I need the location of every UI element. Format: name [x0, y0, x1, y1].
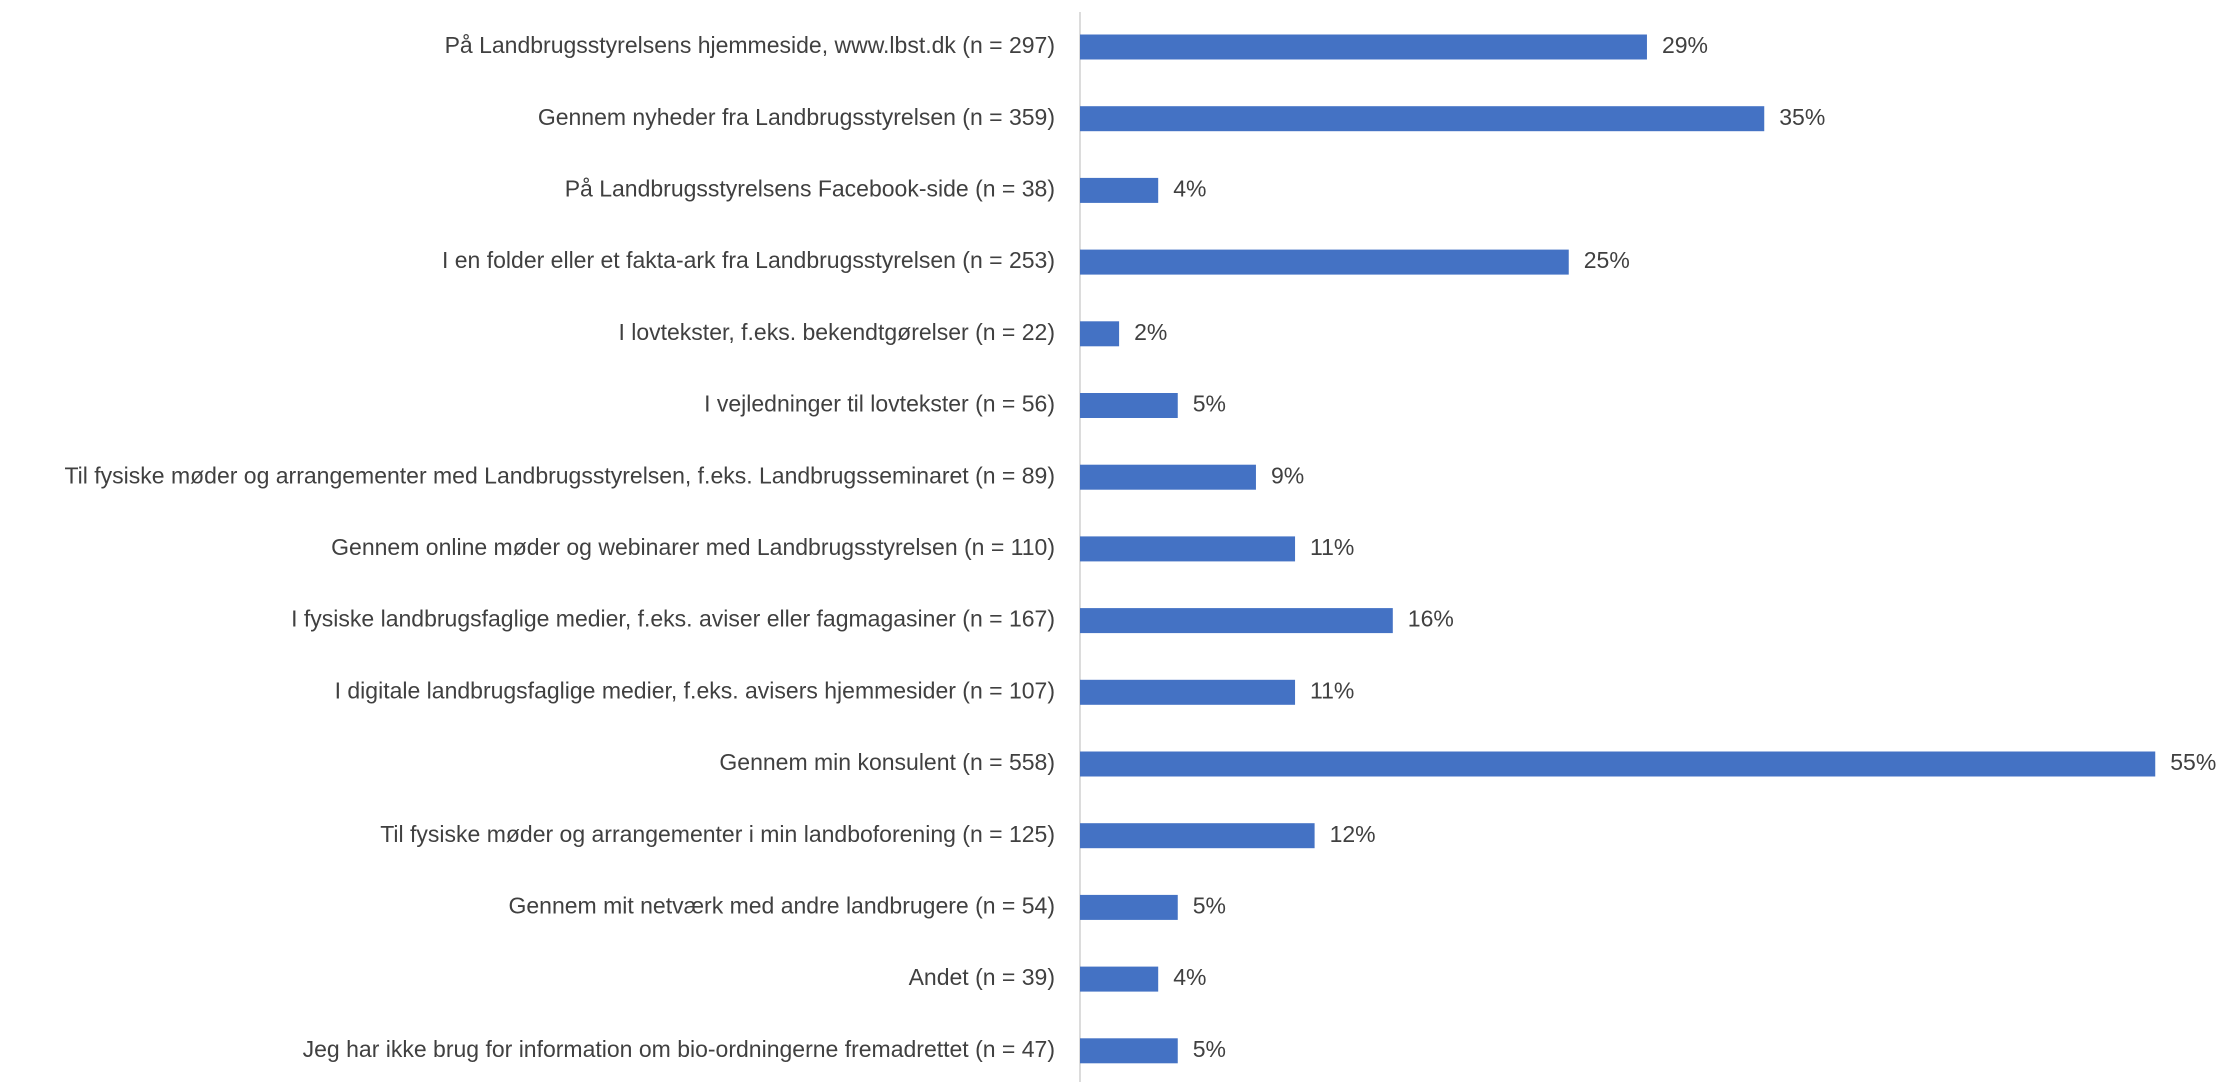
- bar: [1080, 464, 1256, 490]
- data-label: 5%: [1193, 892, 1226, 918]
- y-tick-label: På Landbrugsstyrelsens hjemmeside, www.l…: [445, 32, 1055, 58]
- data-label: 12%: [1330, 821, 1376, 847]
- y-tick-label: Til fysiske møder og arrangementer i min…: [380, 821, 1055, 847]
- bar: [1080, 106, 1765, 132]
- bar: [1080, 536, 1296, 562]
- data-label: 35%: [1779, 104, 1825, 130]
- y-tick-label: Gennem mit netværk med andre landbrugere…: [508, 892, 1055, 918]
- bar: [1080, 34, 1647, 60]
- data-label: 9%: [1271, 462, 1304, 488]
- bar: [1080, 608, 1393, 634]
- bar: [1080, 823, 1315, 849]
- y-tick-label: I vejledninger til lovtekster (n = 56): [704, 391, 1055, 417]
- data-label: 55%: [2170, 749, 2216, 775]
- bar: [1080, 177, 1159, 203]
- data-label: 5%: [1193, 1036, 1226, 1062]
- bar: [1080, 751, 2156, 777]
- data-label: 11%: [1310, 534, 1354, 560]
- bar: [1080, 679, 1296, 705]
- bar: [1080, 249, 1569, 275]
- y-tick-label: I digitale landbrugsfaglige medier, f.ek…: [335, 677, 1055, 703]
- bar: [1080, 1038, 1178, 1064]
- y-tick-label: Jeg har ikke brug for information om bio…: [303, 1036, 1055, 1062]
- y-tick-label: I fysiske landbrugsfaglige medier, f.eks…: [291, 606, 1055, 632]
- y-tick-label: I en folder eller et fakta-ark fra Landb…: [442, 247, 1055, 273]
- y-tick-label: Til fysiske møder og arrangementer med L…: [64, 462, 1055, 488]
- data-label: 25%: [1584, 247, 1630, 273]
- data-label: 16%: [1408, 606, 1454, 632]
- data-label: 4%: [1173, 175, 1206, 201]
- data-label: 2%: [1134, 319, 1167, 345]
- y-tick-label: Gennem min konsulent (n = 558): [719, 749, 1055, 775]
- data-label: 4%: [1173, 964, 1206, 990]
- data-label: 29%: [1662, 32, 1708, 58]
- bar: [1080, 966, 1159, 992]
- y-tick-label: Andet (n = 39): [909, 964, 1055, 990]
- data-label: 5%: [1193, 391, 1226, 417]
- y-tick-label: I lovtekster, f.eks. bekendtgørelser (n …: [618, 319, 1055, 345]
- bar: [1080, 321, 1120, 347]
- bar: [1080, 894, 1178, 920]
- bar: [1080, 393, 1178, 418]
- y-tick-label: Gennem online møder og webinarer med Lan…: [331, 534, 1055, 560]
- data-label: 11%: [1310, 677, 1354, 703]
- y-tick-label: Gennem nyheder fra Landbrugsstyrelsen (n…: [538, 104, 1055, 130]
- y-tick-label: På Landbrugsstyrelsens Facebook-side (n …: [565, 175, 1055, 201]
